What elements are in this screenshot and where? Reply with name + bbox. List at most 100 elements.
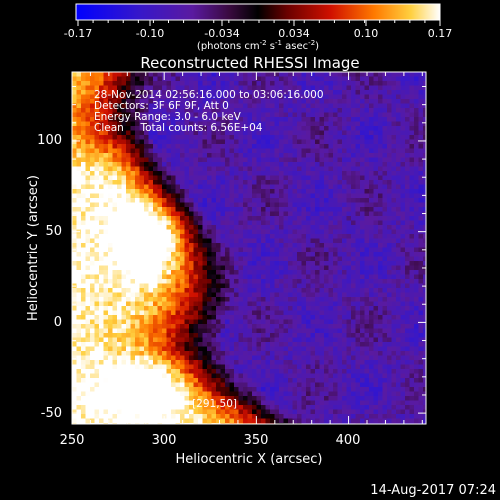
heatmap-cell xyxy=(117,270,122,275)
heatmap-cell xyxy=(76,405,82,410)
heatmap-cell xyxy=(261,229,266,235)
heatmap-cell xyxy=(139,387,145,392)
heatmap-cell xyxy=(117,292,122,298)
heatmap-cell xyxy=(148,153,154,158)
heatmap-cell xyxy=(288,342,293,347)
heatmap-cell xyxy=(297,202,302,208)
heatmap-cell xyxy=(225,108,230,113)
heatmap-cell xyxy=(126,279,131,284)
heatmap-cell xyxy=(346,117,352,122)
heatmap-cell xyxy=(193,198,199,203)
heatmap-cell xyxy=(198,180,203,185)
heatmap-cell xyxy=(202,351,208,356)
heatmap-cell xyxy=(144,414,149,419)
heatmap-cell xyxy=(333,319,338,325)
heatmap-cell xyxy=(265,144,271,149)
heatmap-cell xyxy=(351,225,356,230)
heatmap-cell xyxy=(211,90,217,95)
heatmap-cell xyxy=(202,409,208,415)
heatmap-cell xyxy=(243,400,248,406)
heatmap-cell xyxy=(283,310,289,316)
heatmap-cell xyxy=(274,117,280,122)
heatmap-cell xyxy=(112,153,118,158)
heatmap-cell xyxy=(184,126,190,131)
heatmap-cell xyxy=(103,225,109,230)
heatmap-cell xyxy=(207,166,212,172)
heatmap-cell xyxy=(234,283,239,289)
heatmap-cell xyxy=(207,90,212,95)
heatmap-cell xyxy=(328,364,334,370)
heatmap-cell xyxy=(117,238,122,244)
heatmap-cell xyxy=(81,391,86,397)
heatmap-cell xyxy=(117,342,122,347)
heatmap-cell xyxy=(171,328,176,334)
heatmap-cell xyxy=(247,216,253,221)
heatmap-cell xyxy=(162,81,167,86)
heatmap-cell xyxy=(99,283,104,289)
heatmap-cell xyxy=(108,351,113,356)
heatmap-cell xyxy=(121,360,127,365)
heatmap-cell xyxy=(342,90,347,95)
heatmap-cell xyxy=(180,333,185,338)
heatmap-cell xyxy=(171,418,176,424)
heatmap-cell xyxy=(112,319,118,325)
heatmap-cell xyxy=(94,382,100,388)
heatmap-cell xyxy=(162,265,167,271)
heatmap-cell xyxy=(319,162,325,167)
heatmap-cell xyxy=(157,342,163,347)
heatmap-cell xyxy=(297,256,302,262)
heatmap-cell xyxy=(117,346,122,352)
heatmap-cell xyxy=(184,270,190,275)
heatmap-cell xyxy=(288,301,293,307)
heatmap-cell xyxy=(117,216,122,221)
heatmap-cell xyxy=(189,342,194,347)
heatmap-cell xyxy=(103,117,109,122)
heatmap-cell xyxy=(225,319,230,325)
heatmap-cell xyxy=(261,360,266,365)
heatmap-cell xyxy=(342,355,347,361)
heatmap-cell xyxy=(130,189,136,194)
heatmap-cell xyxy=(288,184,293,190)
heatmap-cell xyxy=(261,234,266,239)
heatmap-cell xyxy=(126,220,131,226)
heatmap-cell xyxy=(265,202,271,208)
heatmap-cell xyxy=(238,175,244,181)
heatmap-cell xyxy=(76,207,82,212)
heatmap-cell xyxy=(139,99,145,104)
heatmap-cell xyxy=(103,265,109,271)
heatmap-cell xyxy=(229,315,235,320)
heatmap-cell xyxy=(207,324,212,329)
heatmap-cell xyxy=(112,207,118,212)
heatmap-cell xyxy=(112,306,118,311)
heatmap-cell xyxy=(346,306,352,311)
heatmap-cell xyxy=(121,94,127,100)
heatmap-cell xyxy=(144,288,149,293)
heatmap-cell xyxy=(234,306,239,311)
heatmap-cell xyxy=(288,90,293,95)
heatmap-cell xyxy=(243,189,248,194)
heatmap-cell xyxy=(310,414,316,419)
heatmap-cell xyxy=(193,355,199,361)
heatmap-cell xyxy=(342,126,347,131)
heatmap-cell xyxy=(328,234,334,239)
heatmap-cell xyxy=(94,310,100,316)
heatmap-cell xyxy=(175,90,181,95)
heatmap-cell xyxy=(153,180,158,185)
heatmap-cell xyxy=(319,117,325,122)
heatmap-cell xyxy=(207,238,212,244)
heatmap-cell xyxy=(342,72,347,77)
heatmap-cell xyxy=(198,256,203,262)
heatmap-cell xyxy=(301,85,307,91)
heatmap-cell xyxy=(261,162,266,167)
heatmap-cell xyxy=(157,85,163,91)
heatmap-cell xyxy=(189,171,194,176)
heatmap-cell xyxy=(81,288,86,293)
heatmap-cell xyxy=(315,288,320,293)
heatmap-cell xyxy=(238,148,244,154)
heatmap-cell xyxy=(261,117,266,122)
heatmap-cell xyxy=(306,400,311,406)
heatmap-cell xyxy=(99,342,104,347)
heatmap-cell xyxy=(243,328,248,334)
heatmap-cell xyxy=(157,301,163,307)
heatmap-cell xyxy=(319,328,325,334)
